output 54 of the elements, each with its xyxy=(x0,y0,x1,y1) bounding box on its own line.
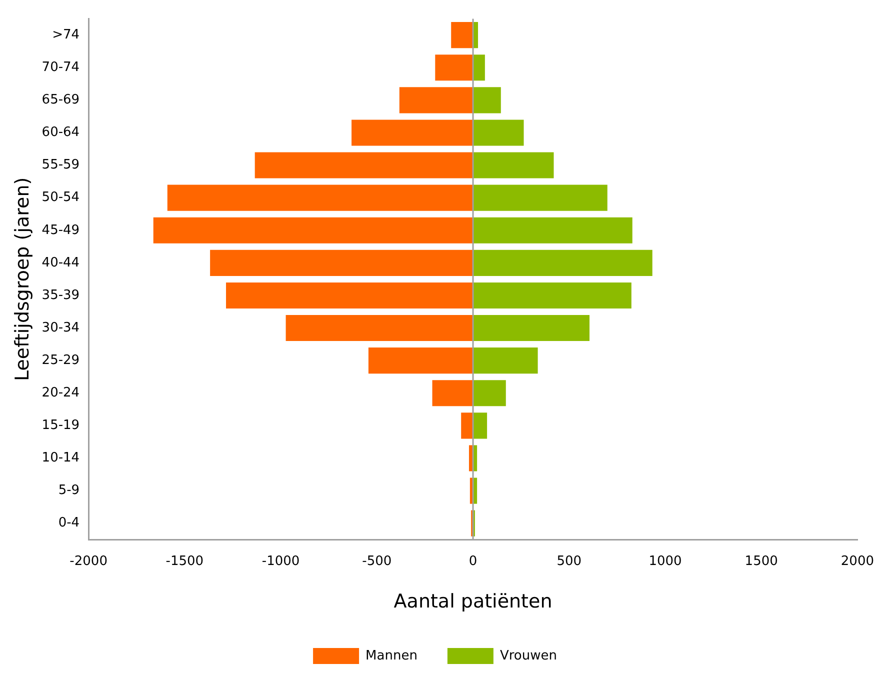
y-tick-label: 15-19 xyxy=(42,418,80,434)
bar xyxy=(473,282,632,308)
y-tick-label: 70-74 xyxy=(42,60,80,75)
y-tick-label: 50-54 xyxy=(42,190,80,206)
x-tick-label: 0 xyxy=(468,554,478,569)
bar xyxy=(210,250,474,276)
bar xyxy=(352,120,474,146)
bar xyxy=(432,380,474,406)
bar xyxy=(473,250,652,276)
x-tick-label: 1500 xyxy=(744,554,778,569)
x-axis-title: Aantal patiënten xyxy=(394,590,552,613)
bar xyxy=(399,87,474,114)
x-tick-label: -1000 xyxy=(262,554,300,569)
x-tick-label: -2000 xyxy=(70,554,108,569)
x-tick-label: 2000 xyxy=(840,554,874,569)
y-tick-label: 40-44 xyxy=(42,255,80,270)
legend-label: Mannen xyxy=(366,648,418,664)
y-tick-label: 60-64 xyxy=(42,125,80,140)
bar xyxy=(451,22,474,48)
y-axis-title: Leeftijdsgroep (jaren) xyxy=(11,177,34,382)
x-tick-label: -500 xyxy=(362,554,392,569)
bar xyxy=(153,217,474,244)
bar xyxy=(473,217,632,244)
y-tick-label: 30-34 xyxy=(42,320,80,336)
y-tick-label: 25-29 xyxy=(42,352,80,368)
bar xyxy=(254,152,474,178)
bar xyxy=(368,348,474,374)
x-tick-label: -1500 xyxy=(166,554,204,569)
y-tick-label: 20-24 xyxy=(42,386,80,400)
bar xyxy=(473,152,554,178)
bar xyxy=(473,380,506,406)
bar xyxy=(473,412,488,439)
bar xyxy=(473,54,485,81)
bar xyxy=(473,315,590,342)
y-tick-label: >74 xyxy=(52,27,80,42)
bar xyxy=(167,184,474,211)
y-tick-label: 35-39 xyxy=(42,288,80,303)
y-tick-label: 55-59 xyxy=(42,158,80,173)
y-tick-label: 5-9 xyxy=(58,483,80,498)
y-tick-label: 45-49 xyxy=(42,222,80,238)
y-tick-label: 0-4 xyxy=(58,516,80,531)
bar xyxy=(473,120,524,146)
x-tick-label: 500 xyxy=(556,554,582,569)
bar xyxy=(461,412,474,439)
bar xyxy=(286,315,474,342)
bar xyxy=(435,54,474,81)
bar xyxy=(473,348,538,374)
legend-label: Vrouwen xyxy=(500,648,557,664)
x-tick-label: 1000 xyxy=(648,554,682,569)
y-tick-label: 10-14 xyxy=(42,450,80,466)
y-tick-label: 65-69 xyxy=(42,92,80,108)
bar xyxy=(473,87,501,114)
bar xyxy=(473,184,608,211)
bar xyxy=(226,282,474,308)
